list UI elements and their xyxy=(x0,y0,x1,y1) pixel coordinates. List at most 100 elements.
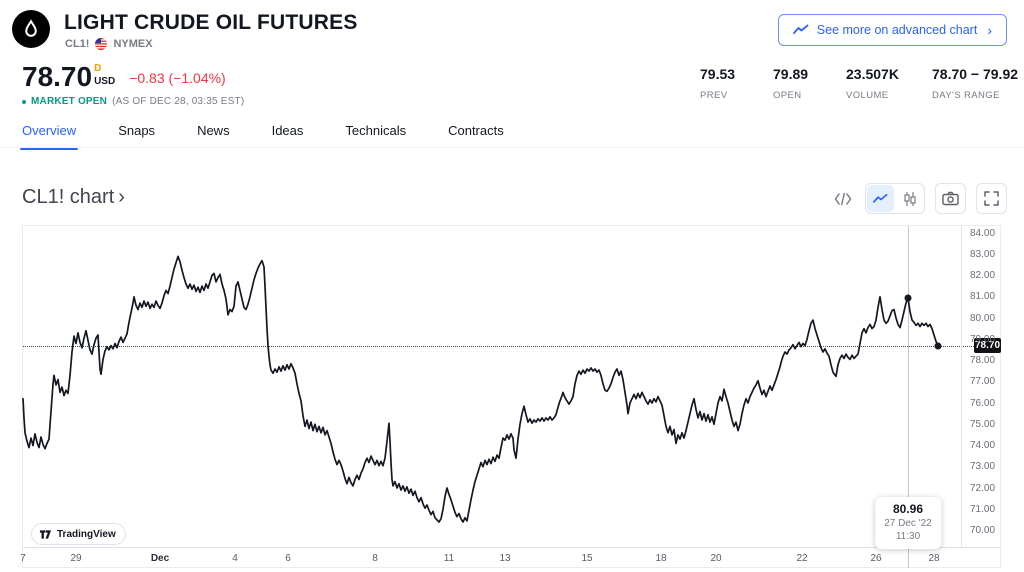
last-price: 78.70 xyxy=(22,61,93,92)
x-axis-tick: 11 xyxy=(443,553,455,564)
camera-icon xyxy=(942,191,959,206)
as-of-timestamp: (AS OF DEC 28, 03:35 EST) xyxy=(112,96,245,107)
y-axis-tick: 81.00 xyxy=(970,291,996,303)
x-axis-tick: 26 xyxy=(870,553,882,564)
tradingview-watermark-label: TradingView xyxy=(57,528,116,540)
x-axis-tick: 22 xyxy=(796,553,808,564)
chevron-right-icon: › xyxy=(987,22,992,38)
y-axis-tick: 80.00 xyxy=(970,312,996,324)
oil-drop-icon xyxy=(25,19,37,37)
x-axis-tick: 29 xyxy=(70,553,82,564)
stat-label: OPEN xyxy=(773,90,802,101)
y-axis-tick: 84.00 xyxy=(970,227,996,239)
y-axis-tick: 73.00 xyxy=(970,461,996,473)
current-price-badge: 78.70 xyxy=(974,338,1001,354)
candlestick-toggle[interactable] xyxy=(895,184,924,213)
x-axis-tick: 7 xyxy=(20,553,26,564)
us-flag-icon xyxy=(95,38,108,50)
tab-snaps[interactable]: Snaps xyxy=(118,123,156,138)
current-price-line xyxy=(23,345,974,347)
tab-technicals[interactable]: Technicals xyxy=(345,123,407,138)
stat-volume: 23.507K VOLUME xyxy=(846,66,899,101)
snapshot-button[interactable] xyxy=(935,183,966,214)
market-status: MARKET OPEN xyxy=(31,96,108,107)
price-axis[interactable]: 78.70 84.00 83.00 82.00 81.00 80.00 79.00 78.0… xyxy=(961,226,1002,547)
market-status-row: MARKET OPEN (AS OF DEC 28, 03:35 EST) xyxy=(22,96,244,107)
tab-news[interactable]: News xyxy=(197,123,230,138)
y-axis-tick: 83.00 xyxy=(970,248,996,260)
y-axis-tick: 79.00 xyxy=(970,333,996,345)
stat-value: 79.53 xyxy=(700,66,736,82)
x-axis-tick: 20 xyxy=(710,553,722,564)
stat-prev: 79.53 PREV xyxy=(700,66,735,101)
y-axis-tick: 71.00 xyxy=(970,503,996,515)
chevron-right-icon: › xyxy=(118,186,125,208)
price-line-plot xyxy=(22,255,939,523)
tradingview-watermark[interactable]: TradingView xyxy=(31,523,126,545)
symbol-code: CL1! xyxy=(65,38,90,50)
fullscreen-icon xyxy=(984,191,999,206)
x-axis-tick: 28 xyxy=(928,553,940,564)
x-axis-tick: 13 xyxy=(499,553,511,564)
advanced-chart-label: See more on advanced chart xyxy=(816,23,978,37)
y-axis-tick: 78.00 xyxy=(970,355,996,366)
y-axis-tick: 70.00 xyxy=(970,525,996,536)
price-change: −0.83 (−1.04%) xyxy=(129,70,226,86)
stat-label: VOLUME xyxy=(846,90,889,101)
x-axis-tick: 18 xyxy=(655,553,667,564)
y-axis-tick: 75.00 xyxy=(970,418,996,430)
line-chart-icon xyxy=(792,24,809,34)
tooltip-date: 27 Dec '22 xyxy=(884,518,932,529)
crosshair-line xyxy=(908,226,909,568)
crosshair-tooltip: 80.96 27 Dec '22 11:30 xyxy=(875,497,941,549)
currency-label: USD xyxy=(94,76,116,87)
x-axis-tick: 8 xyxy=(372,553,378,564)
y-axis-tick: 74.00 xyxy=(970,440,996,451)
price-meta: D USD xyxy=(94,63,115,87)
tooltip-time: 11:30 xyxy=(895,531,921,542)
mini-chart[interactable]: 80.96 27 Dec '22 11:30 TradingView 78.70… xyxy=(20,225,1002,568)
tab-bar: Overview Snaps News Ideas Technicals Con… xyxy=(19,123,504,150)
tabs-divider xyxy=(0,147,1024,148)
time-axis[interactable]: 7 29 Dec 4 6 8 11 13 15 18 20 22 26 28 xyxy=(20,547,1000,568)
embed-code-icon xyxy=(834,192,852,205)
tooltip-price: 80.96 xyxy=(892,502,924,516)
oil-drop-logo xyxy=(12,10,50,48)
interval-badge: D xyxy=(94,63,102,74)
advanced-chart-button[interactable]: See more on advanced chart › xyxy=(777,14,1007,46)
line-chart-icon xyxy=(873,193,888,203)
y-axis-tick: 77.00 xyxy=(970,376,996,388)
quote-block: 78.70 D USD −0.83 (−1.04%) xyxy=(22,62,226,92)
y-axis-tick: 82.00 xyxy=(970,270,996,281)
symbol-subrow: CL1! NYMEX xyxy=(65,38,153,50)
crosshair-point-marker xyxy=(904,294,912,302)
last-price-marker xyxy=(934,342,942,350)
price-series-line xyxy=(22,255,939,523)
tab-ideas[interactable]: Ideas xyxy=(271,123,304,138)
candlestick-icon xyxy=(903,191,916,206)
stat-open: 79.89 OPEN xyxy=(773,66,808,101)
stat-value: 78.70 − 79.92 xyxy=(932,66,1019,82)
x-axis-tick: Dec xyxy=(150,553,170,564)
x-axis-tick: 4 xyxy=(232,553,238,564)
chart-toolbar xyxy=(831,183,1007,214)
chart-section-title[interactable]: CL1! chart › xyxy=(22,186,125,209)
x-axis-tick: 15 xyxy=(581,553,593,564)
market-status-dot xyxy=(22,99,26,104)
fullscreen-button[interactable] xyxy=(976,183,1007,214)
stat-label: DAY'S RANGE xyxy=(932,90,1000,101)
line-chart-toggle[interactable] xyxy=(867,185,894,212)
tab-overview[interactable]: Overview xyxy=(19,123,79,150)
page-title: LIGHT CRUDE OIL FUTURES xyxy=(64,11,358,34)
stat-value: 79.89 xyxy=(773,66,809,82)
stat-label: PREV xyxy=(700,90,728,101)
x-axis-tick: 6 xyxy=(285,553,291,564)
tab-contracts[interactable]: Contracts xyxy=(448,123,504,138)
embed-code-button[interactable] xyxy=(831,183,855,214)
tradingview-logo-icon xyxy=(39,529,52,539)
stat-value: 23.507K xyxy=(846,66,899,82)
chart-type-toggle xyxy=(865,183,925,214)
exchange-name: NYMEX xyxy=(113,38,153,50)
chart-section-title-text: CL1! chart xyxy=(22,186,115,208)
